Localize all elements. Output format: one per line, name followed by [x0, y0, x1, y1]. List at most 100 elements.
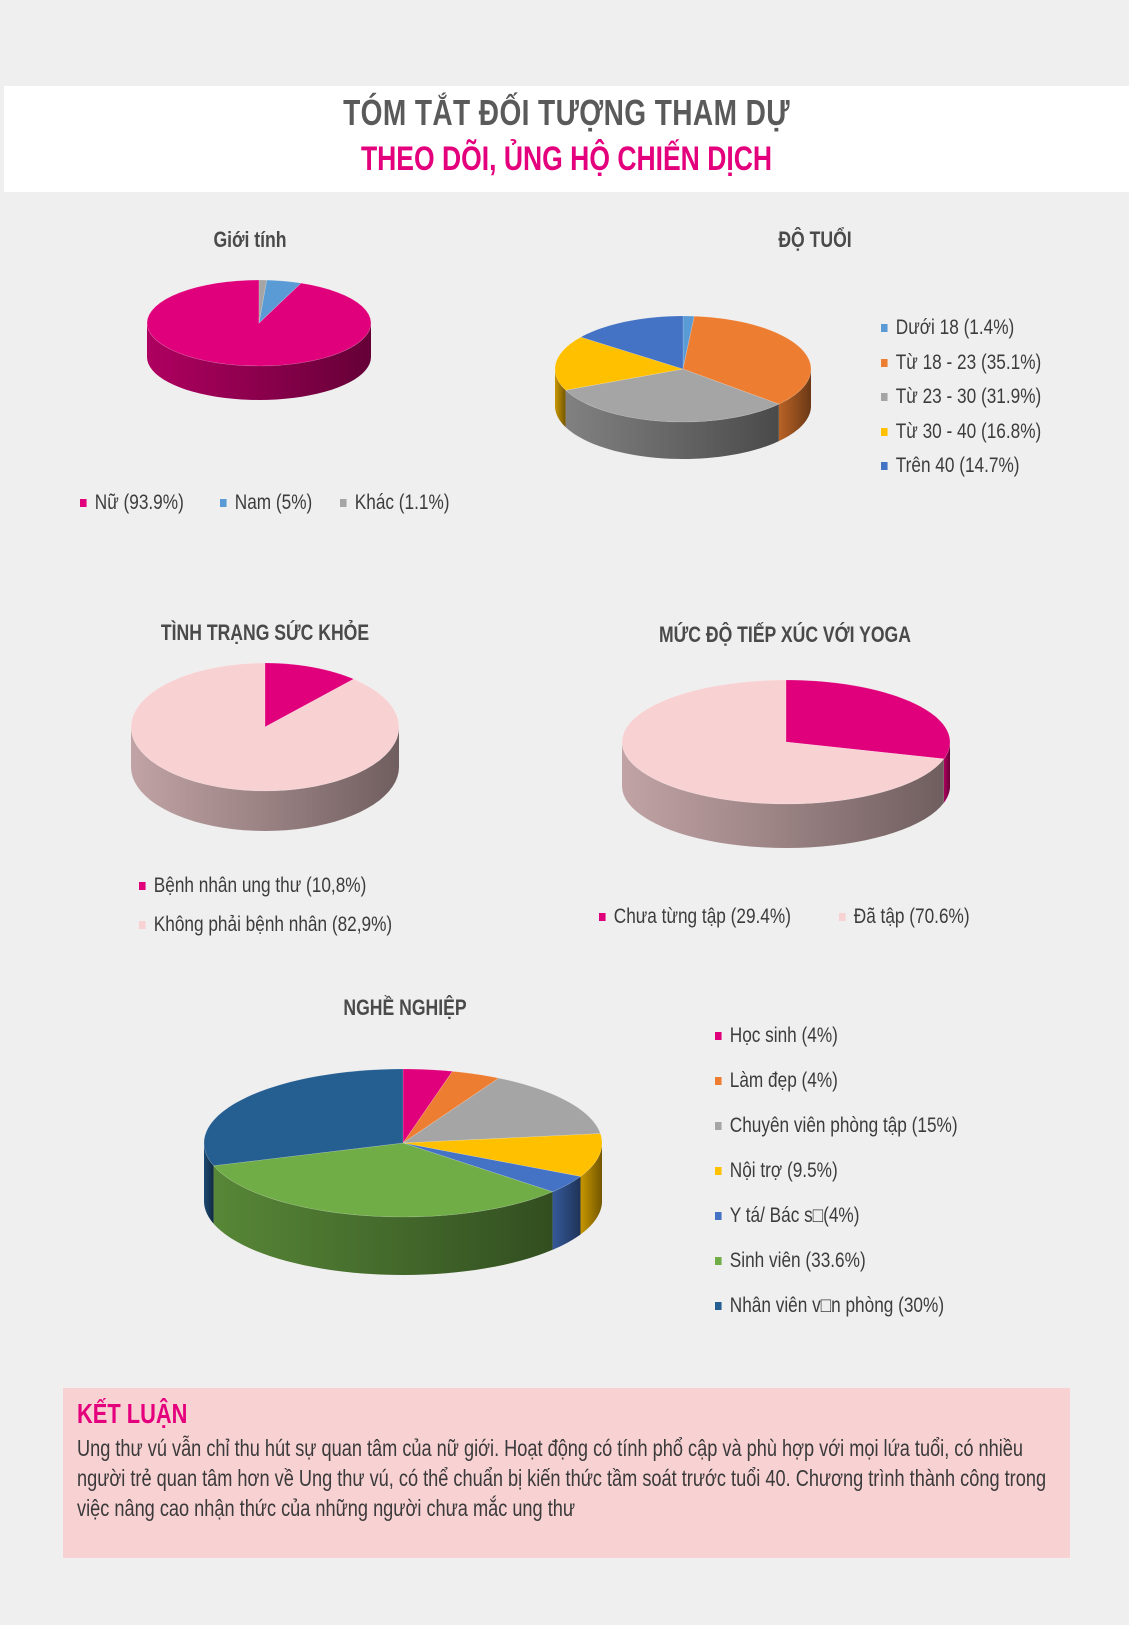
pie-slice-age-0	[682, 315, 695, 370]
legend-swatch	[715, 1166, 722, 1175]
legend-age: Dưới 18 (1.4%) Từ 18 - 23 (35.1%) Từ 23 …	[881, 311, 1076, 484]
pie-health	[130, 662, 400, 831]
pie-side-health-1	[131, 727, 399, 831]
conclusion-title: KẾT LUẬN	[77, 1398, 188, 1429]
chart-title-gender: Giới tính	[213, 227, 287, 252]
chart-title-occupation: NGHỀ NGHIỆP	[343, 995, 467, 1020]
pie-yoga	[621, 679, 951, 848]
pie-slice-yoga-1	[621, 679, 945, 805]
legend-item: Làm đẹp (4%)	[715, 1058, 958, 1103]
legend-item: Nhân viên v□n phòng (30%)	[715, 1283, 958, 1328]
legend-swatch	[220, 499, 227, 507]
legend-swatch	[839, 913, 846, 921]
pie-slice-occupation-6	[203, 1068, 404, 1167]
pie-slice-occupation-5	[213, 1142, 554, 1218]
legend-item: Nam (5%)	[220, 491, 318, 515]
pie-occupation	[203, 1068, 603, 1275]
pie-slice-occupation-1	[402, 1071, 500, 1144]
legend-item: Y tá/ Bác s□(4%)	[715, 1193, 958, 1238]
legend-label: Dưới 18 (1.4%)	[895, 316, 1015, 339]
pie-age	[554, 315, 812, 459]
legend-item: Nữ (93.9%)	[80, 491, 195, 515]
pie-slice-gender-2	[258, 279, 268, 324]
pie-slice-age-1	[682, 315, 812, 405]
legend-occupation: Học sinh (4%) Làm đẹp (4%) Chuyên viên p…	[715, 1013, 1011, 1328]
legend-swatch	[881, 427, 888, 436]
header-banner: TÓM TẮT ĐỐI TƯỢNG THAM DỰ THEO DÕI, ỦNG …	[4, 86, 1129, 192]
pie-side-gender-0	[147, 323, 371, 400]
legend-label: Nữ (93.9%)	[94, 491, 184, 514]
legend-item: Dưới 18 (1.4%)	[881, 311, 1041, 346]
legend-swatch	[80, 499, 87, 507]
legend-label: Từ 23 - 30 (31.9%)	[895, 385, 1042, 408]
legend-label: Y tá/ Bác s□(4%)	[729, 1204, 860, 1227]
legend-label: Sinh viên (33.6%)	[729, 1249, 866, 1272]
pie-slice-gender-1	[258, 279, 302, 324]
page-title: TÓM TẮT ĐỐI TƯỢNG THAM DỰ	[343, 92, 790, 133]
legend-label: Từ 30 - 40 (16.8%)	[895, 419, 1042, 443]
legend-label: Nội trợ (9.5%)	[729, 1159, 838, 1182]
legend-swatch	[715, 1076, 722, 1085]
pie-side-yoga-1	[622, 742, 944, 848]
legend-item: Chưa từng tập (29.4%)	[599, 905, 796, 929]
legend-label: Chuyên viên phòng tập (15%)	[729, 1114, 958, 1137]
pie-slice-health-1	[130, 662, 400, 792]
legend-item: Nội trợ (9.5%)	[715, 1148, 958, 1193]
pie-slice-age-2	[564, 368, 780, 423]
legend-label: Từ 18 - 23 (35.1%)	[895, 350, 1042, 374]
legend-item: Học sinh (4%)	[715, 1013, 958, 1058]
legend-item: Đã tập (70.6%)	[839, 905, 970, 929]
legend-health: Bệnh nhân ung thư (10,8%) Không phải bện…	[139, 866, 448, 944]
legend-swatch	[881, 358, 888, 367]
pie-side-occupation-3	[580, 1143, 602, 1235]
legend-label: Học sinh (4%)	[729, 1024, 838, 1047]
pie-gender	[146, 279, 372, 400]
legend-swatch	[340, 499, 347, 507]
pie-slice-health-0	[264, 662, 355, 728]
pie-side-yoga-0	[943, 742, 950, 803]
pie-side-occupation-5	[213, 1165, 553, 1275]
pie-side-age-2	[565, 390, 779, 459]
pie-side-occupation-4	[552, 1176, 581, 1250]
legend-swatch	[139, 920, 146, 929]
legend-swatch	[881, 393, 888, 402]
page-subtitle: THEO DÕI, ỦNG HỘ CHIẾN DỊCH	[360, 140, 773, 178]
pie-side-age-3	[555, 369, 566, 428]
legend-swatch	[881, 462, 888, 471]
pie-slice-occupation-2	[401, 1077, 601, 1144]
pie-slice-occupation-0	[402, 1068, 453, 1144]
legend-swatch	[599, 913, 606, 921]
chart-title-yoga: MỨC ĐỘ TIẾP XÚC VỚI YOGA	[659, 622, 911, 647]
legend-item: Từ 23 - 30 (31.9%)	[881, 380, 1041, 415]
conclusion-text: Ung thư vú vẫn chỉ thu hút sự quan tâm c…	[77, 1435, 1047, 1521]
pie-slice-age-4	[580, 315, 684, 370]
legend-label: Nhân viên v□n phòng (30%)	[729, 1294, 945, 1317]
legend-item: Bệnh nhân ung thư (10,8%)	[139, 866, 392, 905]
legend-label: Chưa từng tập (29.4%)	[613, 905, 791, 928]
pie-slice-occupation-4	[402, 1142, 582, 1193]
legend-item: Từ 30 - 40 (16.8%)	[881, 415, 1041, 450]
legend-swatch	[715, 1121, 722, 1130]
chart-title-health: TÌNH TRẠNG SỨC KHỎE	[160, 620, 370, 645]
pie-slice-age-3	[554, 336, 684, 391]
legend-label: Đã tập (70.6%)	[853, 905, 970, 928]
legend-label: Làm đẹp (4%)	[729, 1069, 838, 1092]
legend-label: Bệnh nhân ung thư (10,8%)	[153, 874, 367, 897]
pie-slice-occupation-3	[402, 1133, 603, 1177]
legend-item: Trên 40 (14.7%)	[881, 449, 1041, 484]
legend-item: Từ 18 - 23 (35.1%)	[881, 346, 1041, 381]
legend-swatch	[715, 1301, 722, 1310]
legend-label: Không phải bệnh nhân (82,9%)	[153, 913, 393, 936]
legend-yoga: Chưa từng tập (29.4%) Đã tập (70.6%)	[599, 905, 998, 929]
legend-item: Không phải bệnh nhân (82,9%)	[139, 905, 392, 944]
legend-item: Sinh viên (33.6%)	[715, 1238, 958, 1283]
legend-gender: Nữ (93.9%) Nam (5%) Khác (1.1%)	[80, 491, 474, 515]
legend-label: Nam (5%)	[234, 491, 313, 514]
legend-swatch	[139, 881, 146, 890]
chart-title-age: ĐỘ TUỔI	[778, 227, 852, 252]
legend-swatch	[715, 1031, 722, 1040]
legend-item: Chuyên viên phòng tập (15%)	[715, 1103, 958, 1148]
pie-side-occupation-6	[204, 1143, 214, 1224]
legend-label: Khác (1.1%)	[354, 491, 450, 514]
